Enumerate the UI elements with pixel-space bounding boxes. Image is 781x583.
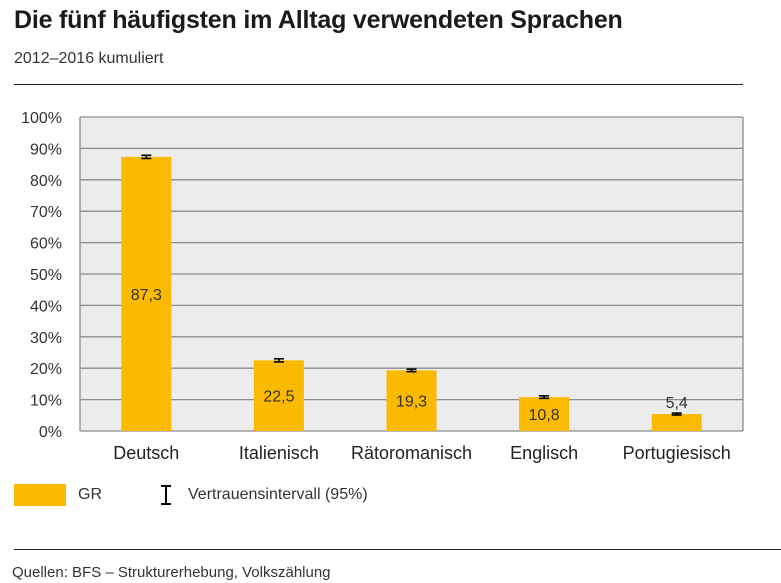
header-divider xyxy=(14,84,743,85)
legend-label-gr: GR xyxy=(78,486,102,503)
y-tick-label: 60% xyxy=(30,236,62,253)
footer-divider xyxy=(14,549,781,550)
bar xyxy=(386,370,437,431)
bar-chart: 0% 10% 20% 30% 40% 50% 60% 70% 80% 90% 100% 87,3 Deu… xyxy=(21,110,744,463)
y-tick-label: 50% xyxy=(30,267,62,284)
y-tick-label: 90% xyxy=(30,141,62,158)
y-tick-label: 0% xyxy=(39,424,62,441)
data-label: 10,8 xyxy=(529,407,560,424)
x-tick-label: Deutsch xyxy=(113,443,179,463)
y-tick-label: 100% xyxy=(21,110,62,127)
y-tick-label: 40% xyxy=(30,298,62,315)
data-label: 19,3 xyxy=(396,394,427,411)
data-label: 5,4 xyxy=(666,395,688,412)
y-tick-label: 30% xyxy=(30,330,62,347)
data-label: 22,5 xyxy=(263,389,294,406)
x-tick-label: Italienisch xyxy=(239,443,319,463)
data-label: 87,3 xyxy=(131,287,162,304)
legend-label-ci: Vertrauensintervall (95%) xyxy=(188,486,368,503)
bar xyxy=(651,414,702,431)
x-tick-label: Portugiesisch xyxy=(623,443,731,463)
y-tick-label: 10% xyxy=(30,393,62,410)
bar xyxy=(253,360,304,431)
bar xyxy=(121,156,172,431)
source-note: Quellen: BFS – Strukturerhebung, Volkszä… xyxy=(12,564,331,581)
x-tick-label: Rätoromanisch xyxy=(351,443,472,463)
x-tick-label: Englisch xyxy=(510,443,578,463)
legend-swatch-gr xyxy=(14,484,66,506)
y-tick-label: 80% xyxy=(30,173,62,190)
legend: GR Vertrauensintervall (95%) xyxy=(0,482,781,510)
bar xyxy=(519,397,570,431)
chart-subtitle: 2012–2016 kumuliert xyxy=(14,50,164,67)
chart-title: Die fünf häufigsten im Alltag verwendete… xyxy=(14,6,623,34)
y-tick-label: 20% xyxy=(30,361,62,378)
confidence-interval-icon xyxy=(161,485,171,505)
y-tick-label: 70% xyxy=(30,204,62,221)
